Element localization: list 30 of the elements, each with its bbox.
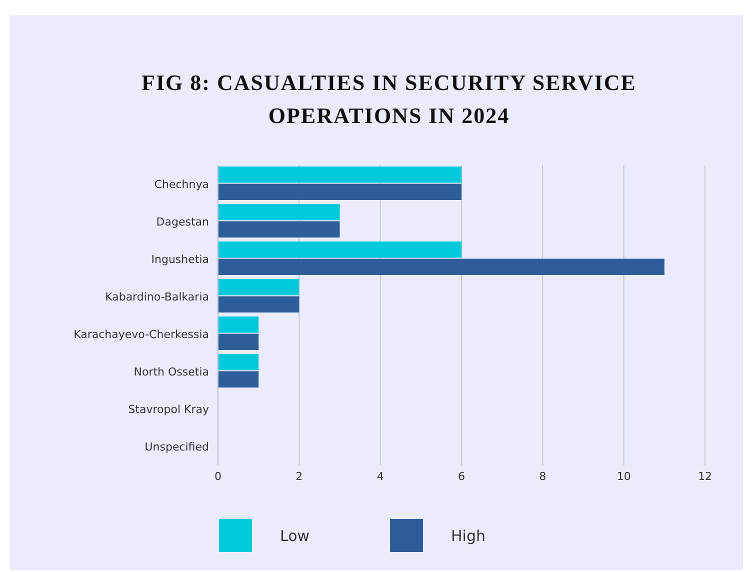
x-tick-label: 8 bbox=[539, 470, 546, 483]
bar bbox=[218, 166, 462, 183]
bar bbox=[218, 221, 340, 238]
x-tick-label: 10 bbox=[616, 470, 631, 483]
x-tick-label: 6 bbox=[458, 470, 465, 483]
y-tick-label: Chechnya bbox=[154, 178, 209, 191]
chart-title: FIG 8: CASUALTIES IN SECURITY SERVICE OPERATIONS IN 2024 bbox=[142, 70, 636, 128]
y-tick-label: Kabardino-Balkaria bbox=[105, 290, 209, 304]
y-tick-label: North Ossetia bbox=[134, 365, 209, 378]
y-tick-label: Ingushetia bbox=[151, 252, 209, 266]
bar bbox=[218, 242, 462, 258]
x-tick-label: 4 bbox=[376, 470, 384, 483]
bar bbox=[218, 354, 259, 370]
y-tick-label: Unspecified bbox=[144, 440, 209, 454]
bar bbox=[218, 316, 259, 333]
bar bbox=[218, 184, 462, 200]
bar bbox=[218, 371, 259, 388]
bar bbox=[218, 296, 300, 312]
bar bbox=[218, 258, 664, 275]
x-tick-label: 12 bbox=[698, 470, 712, 483]
y-tick-label: Karachayevo-Cherkessia bbox=[74, 328, 209, 341]
bar bbox=[218, 204, 340, 220]
y-tick-label: Stavropol Kray bbox=[128, 402, 210, 416]
legend-label: Low bbox=[280, 527, 310, 545]
x-tick-label: 2 bbox=[296, 470, 303, 483]
x-tick-label: 0 bbox=[214, 470, 222, 483]
bar bbox=[218, 279, 300, 296]
legend-label: High bbox=[451, 527, 486, 545]
y-tick-label: Dagestan bbox=[156, 215, 210, 228]
bar bbox=[218, 334, 259, 350]
